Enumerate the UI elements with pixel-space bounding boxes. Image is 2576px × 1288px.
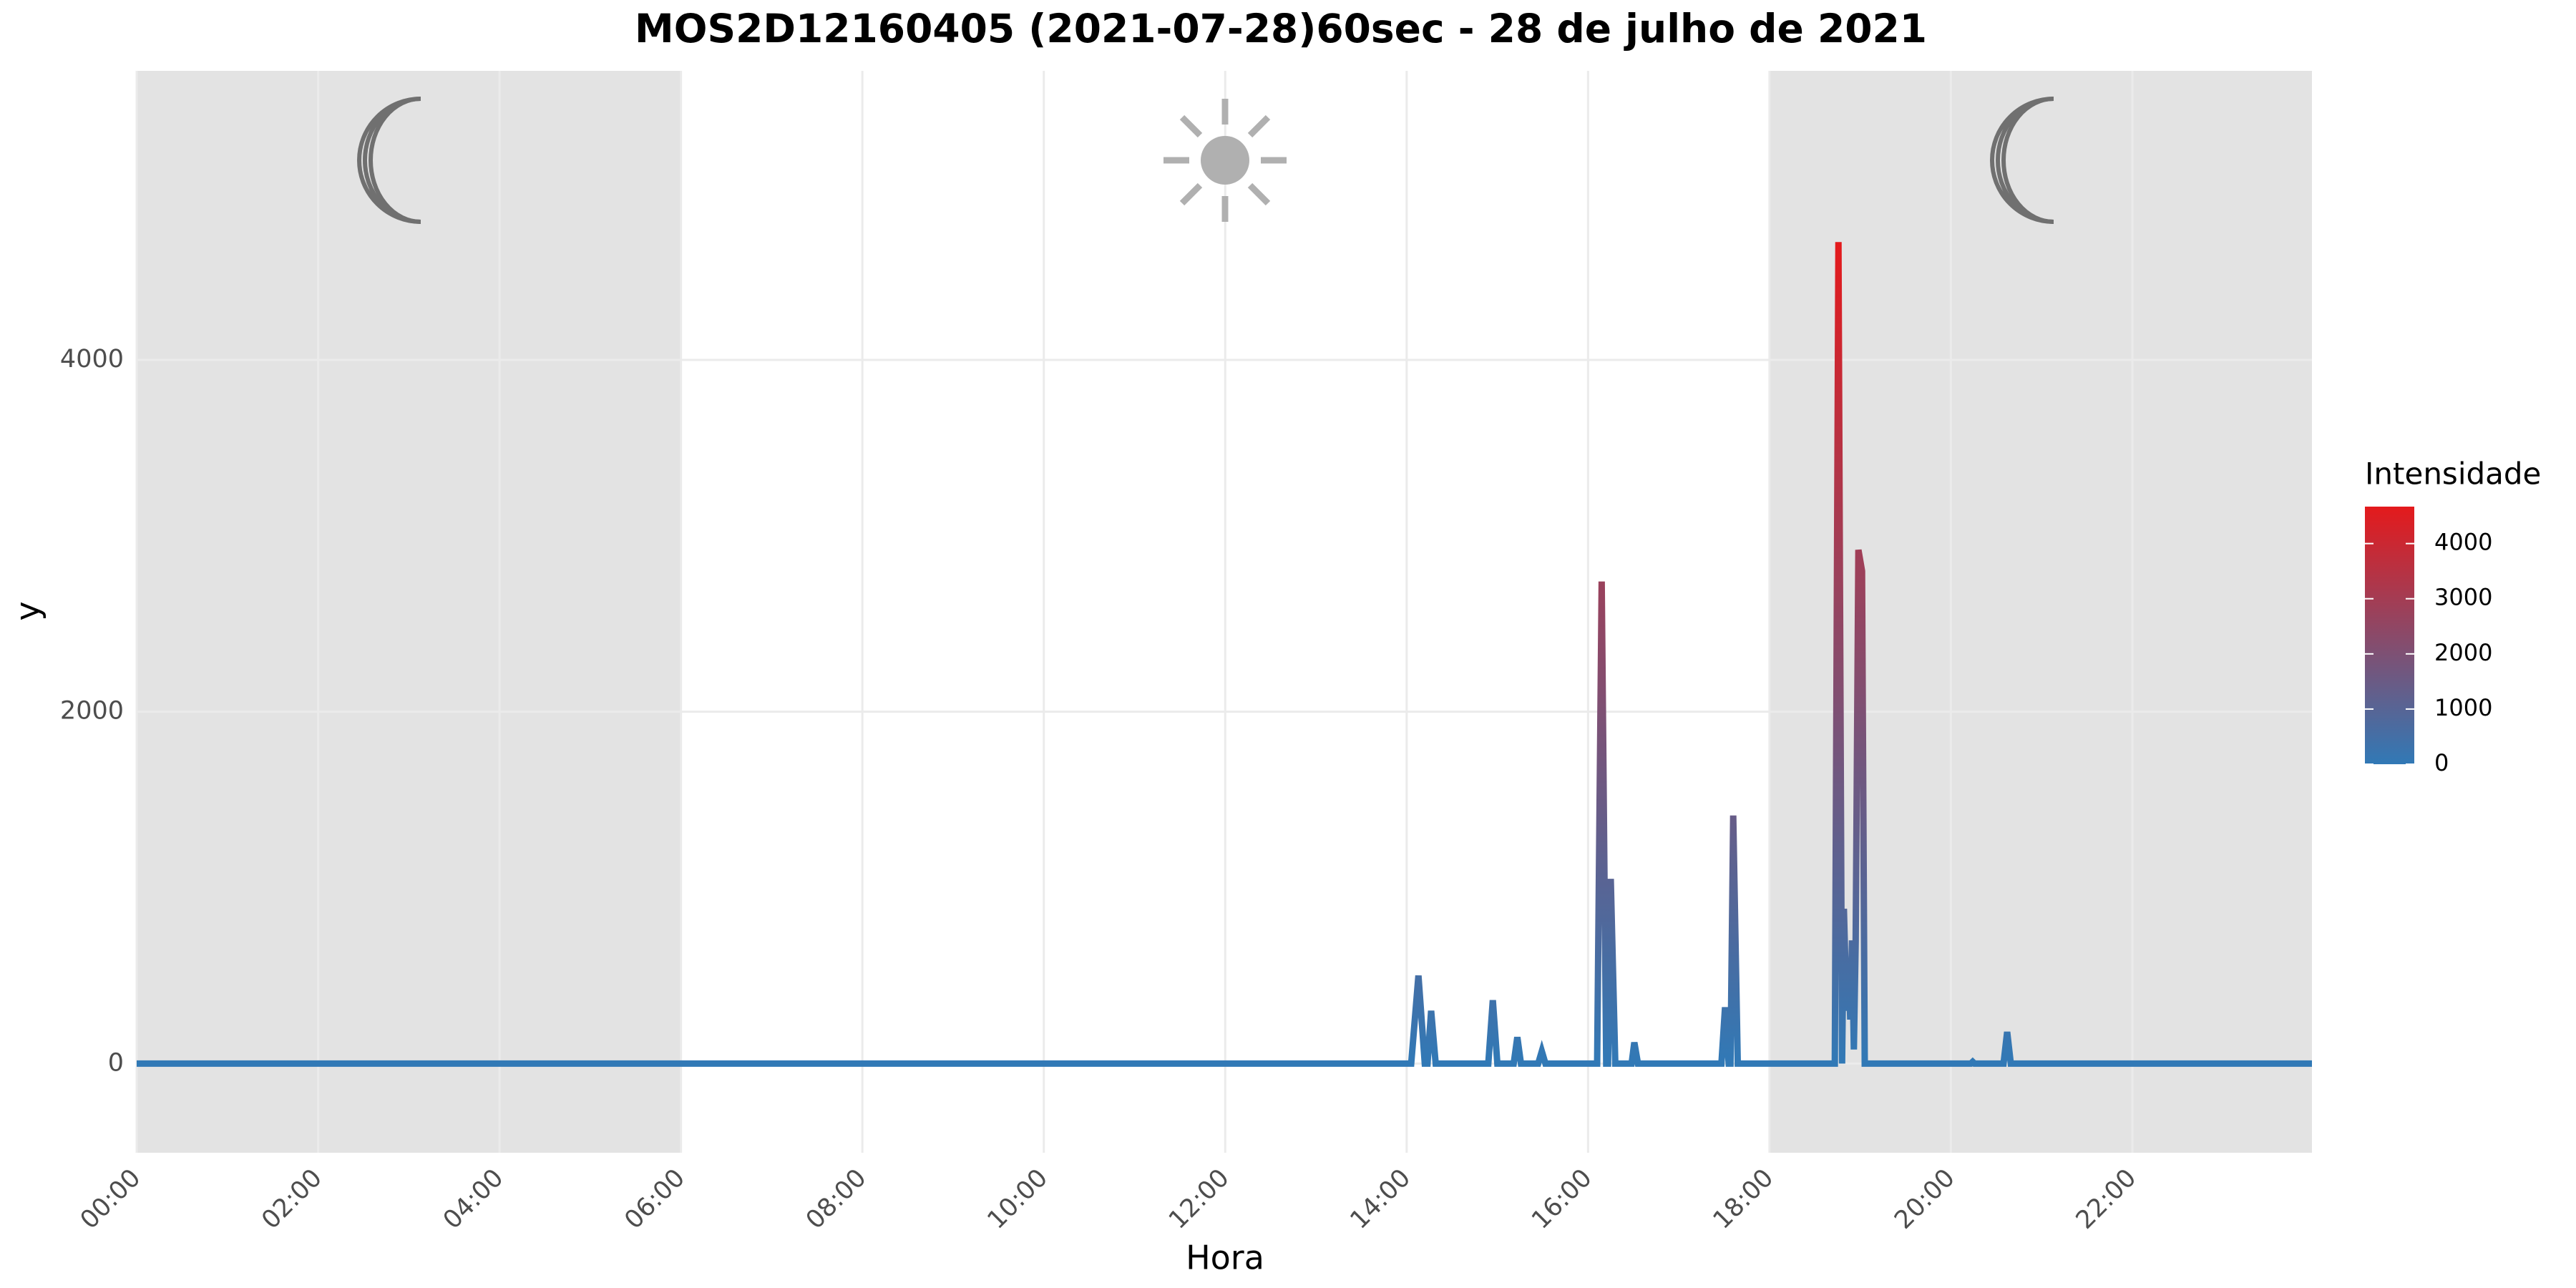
data-line bbox=[137, 242, 2312, 1067]
x-tick-label: 08:00 bbox=[801, 1163, 872, 1235]
legend-tick-label: 3000 bbox=[2434, 584, 2492, 611]
moon-icon bbox=[357, 97, 421, 224]
legend-tick-label: 2000 bbox=[2434, 639, 2492, 666]
x-tick-label: 04:00 bbox=[438, 1163, 509, 1235]
plot-background bbox=[135, 71, 2312, 1153]
y-tick-label: 2000 bbox=[60, 697, 124, 726]
x-axis-title: Hora bbox=[1186, 1239, 1264, 1277]
x-tick-label: 18:00 bbox=[1708, 1163, 1780, 1235]
x-tick-label: 20:00 bbox=[1889, 1163, 1961, 1235]
x-tick-label: 10:00 bbox=[982, 1163, 1054, 1235]
legend-title: Intensidade bbox=[2365, 457, 2541, 492]
chart-title: MOS2D12160405 (2021-07-28)60sec - 28 de … bbox=[635, 6, 1927, 52]
x-tick-label: 02:00 bbox=[256, 1163, 328, 1235]
x-tick-label: 06:00 bbox=[619, 1163, 691, 1235]
night-shade bbox=[137, 71, 681, 1153]
legend-tick-label: 1000 bbox=[2434, 694, 2492, 721]
y-tick-label: 0 bbox=[108, 1048, 124, 1077]
x-tick-label: 16:00 bbox=[1526, 1163, 1598, 1235]
moon-icon bbox=[1990, 97, 2054, 224]
legend-tick-label: 0 bbox=[2434, 749, 2449, 776]
legend-tick-label: 4000 bbox=[2434, 529, 2492, 556]
colorbar bbox=[2365, 507, 2414, 764]
x-tick-label: 14:00 bbox=[1345, 1163, 1417, 1235]
day-night-icons bbox=[357, 97, 2054, 224]
x-tick-label: 22:00 bbox=[2071, 1163, 2142, 1235]
x-tick-label: 00:00 bbox=[75, 1163, 147, 1235]
y-axis-title: y bbox=[9, 601, 47, 620]
x-tick-label: 12:00 bbox=[1163, 1163, 1235, 1235]
y-tick-label: 4000 bbox=[60, 345, 124, 374]
sun-icon bbox=[1163, 99, 1287, 222]
